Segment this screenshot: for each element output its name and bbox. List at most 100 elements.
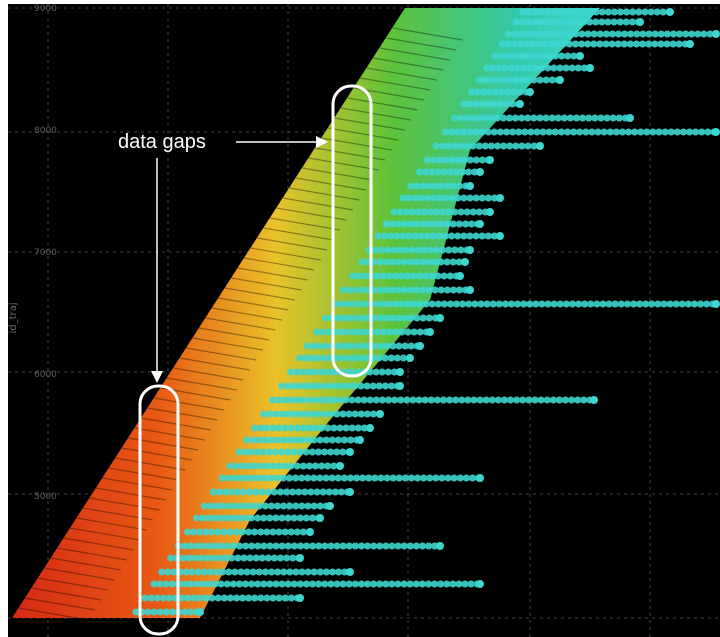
band-striation (295, 177, 366, 191)
trajectory-tail-end (296, 554, 304, 562)
trajectory-tail-end (306, 528, 314, 536)
band-striation (95, 487, 166, 501)
trajectory-tail-end (712, 128, 720, 136)
band-striation (218, 297, 289, 311)
trajectory-tail-end (636, 18, 644, 26)
band-striation (282, 197, 354, 211)
y-tick-label: 8000 (34, 126, 57, 136)
trajectory-tail-end (316, 514, 324, 522)
band-striation (224, 287, 295, 301)
trajectory-tail-end (476, 220, 484, 228)
band-striation (173, 367, 244, 381)
band-striation (179, 357, 250, 371)
trajectory-tail-end (376, 410, 384, 418)
trajectory-tail-end (496, 232, 504, 240)
band-striation (69, 527, 141, 541)
band-striation (276, 207, 347, 221)
band-striation (308, 157, 379, 171)
trajectory-tail-end (626, 114, 634, 122)
band-striation (379, 47, 450, 61)
trajectory-tail-end (326, 502, 334, 510)
y-tick-label: 9000 (34, 4, 57, 14)
band-striation (360, 77, 431, 91)
trajectory-tail-end (461, 258, 469, 266)
trajectory-tail-end (516, 100, 524, 108)
band-striation (140, 417, 212, 431)
trajectory-tail-end (712, 300, 720, 308)
band-striation (186, 347, 257, 361)
trajectory-tail-end (476, 474, 484, 482)
band-striation (76, 517, 147, 531)
trajectory-tail-end (590, 396, 598, 404)
trajectory-tail-end (486, 208, 494, 216)
trajectory-tail-end (556, 76, 564, 84)
trajectory-tail-end (586, 64, 594, 72)
y-axis-label: id_traj (8, 302, 19, 333)
trajectory-tails (132, 8, 720, 616)
trajectory-tail-end (356, 436, 364, 444)
band-striation (237, 267, 308, 281)
band-striation (63, 537, 134, 551)
band-striation (153, 397, 225, 411)
trajectory-tail-end (536, 142, 544, 150)
trajectory-tail-end (436, 542, 444, 550)
trajectory-tail-end (456, 272, 464, 280)
y-tick-label: 7000 (34, 248, 57, 258)
y-tick-label: 6000 (34, 370, 57, 380)
band-striation (231, 277, 302, 291)
band-striation (57, 547, 128, 561)
trajectory-tail-end (406, 354, 414, 362)
gap-highlight-lower (138, 384, 180, 636)
band-striation (373, 57, 444, 71)
y-axis-label-group: id_traj (8, 302, 19, 333)
trajectory-tail-end (396, 368, 404, 376)
annotations: data gaps (118, 84, 373, 636)
band-striation (11, 617, 83, 631)
band-striation (44, 567, 115, 581)
band-striation (256, 237, 328, 251)
band-striation (315, 147, 386, 161)
band-striation (192, 337, 263, 351)
band-striation (263, 227, 334, 241)
annotation-data-gaps: data gaps (118, 131, 206, 153)
y-tick-labels: 5000 6000 7000 8000 9000 (34, 4, 57, 502)
band-striation (102, 477, 173, 491)
band-striation (347, 97, 418, 111)
trajectory-tail-end (346, 568, 354, 576)
trajectory-tail-end (476, 580, 484, 588)
band-striation (385, 37, 457, 51)
band-striation (205, 317, 276, 331)
band-striation (18, 607, 89, 621)
trajectory-tail-end (476, 168, 484, 176)
trajectory-tail-end (466, 246, 474, 254)
band-striation (147, 407, 218, 421)
band-striation (31, 587, 102, 601)
band-striation (366, 67, 437, 81)
trajectory-tail-end (712, 30, 720, 38)
gap-highlight-upper (331, 84, 373, 378)
trajectory-tail-end (486, 156, 494, 164)
band-striation (134, 427, 205, 441)
band-striation (89, 497, 160, 511)
band-striation (327, 127, 399, 141)
trajectory-tail-end (496, 194, 504, 202)
trajectory-tail-end (466, 182, 474, 190)
band-striation (37, 577, 108, 591)
trajectory-tail-end (666, 8, 674, 16)
band-striation (244, 257, 315, 271)
trajectory-tail-end (196, 608, 204, 616)
band-striation (198, 327, 270, 341)
trajectory-tail-end (466, 286, 474, 294)
band-striation (302, 167, 373, 181)
band-striation (269, 217, 341, 231)
band-striation (121, 447, 192, 461)
band-striation (340, 107, 412, 121)
band-striation (24, 597, 96, 611)
band-striation (211, 307, 283, 321)
trajectory-tail-end (686, 40, 694, 48)
y-tick-label: 5000 (34, 492, 57, 502)
trajectory-tail-end (576, 52, 584, 60)
band-striation (166, 377, 237, 391)
